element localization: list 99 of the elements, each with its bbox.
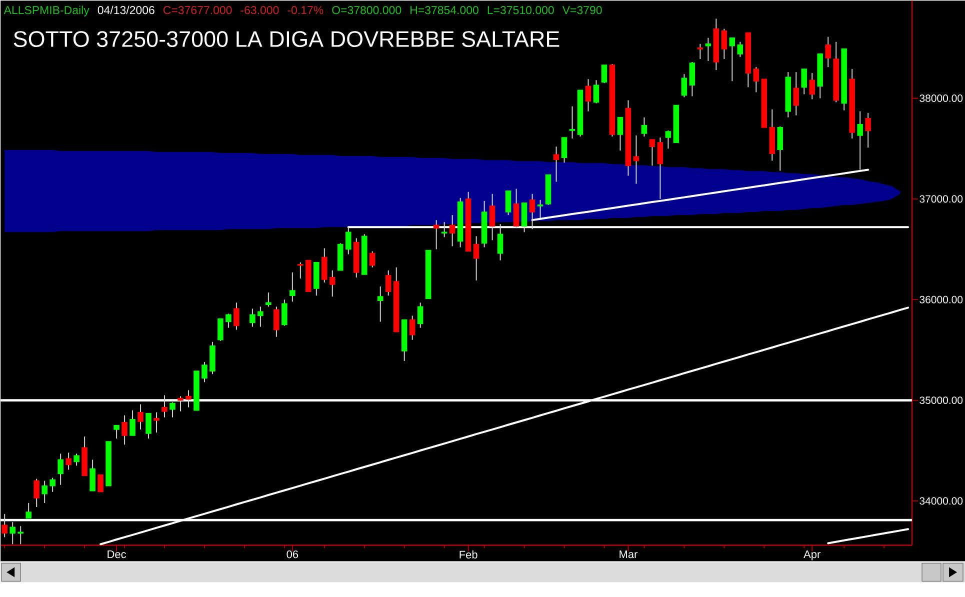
candlestick [689,61,696,97]
candlestick [593,80,600,104]
candlestick [385,270,392,296]
candlestick [865,112,871,148]
candlestick [2,513,8,538]
candlestick [857,110,863,170]
candlestick [282,298,288,326]
candlestick [50,477,56,492]
candlestick [561,136,568,164]
candlestick [569,106,576,139]
candlestick [721,28,728,60]
candlestick [433,219,440,250]
candlestick [417,302,424,328]
candlestick [777,126,784,172]
candlestick [809,72,815,100]
candlestick [641,116,648,137]
candlestick [122,414,128,445]
candlestick [138,404,144,430]
candlestick [665,130,672,149]
annotation: V=3790 [562,6,602,14]
candlestick [250,308,256,328]
candlestick [114,424,120,439]
y-tick-label: 35000.00 [920,396,963,404]
candlestick [42,480,48,504]
candlestick [146,412,152,439]
candlestick [825,36,831,68]
candlestick [10,521,16,545]
candlestick [26,502,32,518]
y-tick-label: 38000.00 [920,94,963,102]
annotation: C=37677.000 [163,6,232,14]
annotation: O=37800.000 [332,6,402,14]
annotation: -63.000 [240,6,279,14]
candlestick [330,270,336,297]
candlestick [322,248,328,283]
candlestick [178,396,184,412]
candlestick [377,286,384,322]
candlestick [585,78,592,112]
candlestick [18,526,24,545]
candlestick [218,318,224,342]
candlestick [521,202,528,233]
candlestick [633,134,640,184]
candlestick [226,313,232,328]
candlestick [154,412,160,433]
candlestick [753,66,760,93]
candlestick [34,478,40,508]
y-tick-label: 34000.00 [920,497,963,505]
candlestick [793,71,799,116]
candlestick [449,214,456,247]
candlestick [553,146,560,182]
y-tick-label: 37000.00 [920,195,963,203]
x-tick-label: Mar [620,550,638,558]
candlestick [66,452,72,470]
candlestick [74,453,80,466]
candlestick [473,236,480,281]
x-tick-label: Feb [460,550,478,558]
candlestick [266,292,272,308]
candlestick [98,474,104,492]
x-tick-label: Apr [804,550,820,560]
candlestick [409,315,416,340]
annotation: 04/13/2006 [98,6,154,14]
candlestick [801,68,807,95]
candlestick [657,136,664,200]
x-tick-label: 06 [286,550,298,558]
candlestick [649,138,656,166]
candlestick [298,262,304,279]
candlestick [186,390,192,408]
candlestick [529,193,536,230]
candlestick [617,116,624,151]
candlestick [497,223,504,261]
candlestick [601,64,608,84]
candlestick [705,37,712,62]
candlestick [234,302,240,330]
candlestick [729,37,736,82]
candlestick [90,459,96,492]
candlestick [513,188,520,229]
candlestick [505,190,512,216]
candlestick [290,272,296,302]
candlestick [170,402,176,418]
candlestick [58,453,64,486]
candlestick [537,199,544,218]
annotation: L=37510.000 [488,6,554,14]
y-tick-label: 36000.00 [920,296,963,304]
candlestick [737,41,744,58]
candlestick [202,361,208,383]
candlestick [369,250,376,268]
candlestick [489,193,496,241]
annotation: ALLSPMIB-Daily [4,6,90,16]
candlestick [681,73,688,98]
candlestick [130,410,136,436]
candlestick [346,226,352,255]
text: SOTTO 37250-37000 LA DIGA DOVREBBE SALTARE [14,30,560,47]
candlestick [441,221,448,238]
candlestick [697,43,704,60]
x-tick-label: Dec [108,550,126,558]
candlestick [258,306,264,328]
candlestick [162,394,168,418]
annotation: -0.17% [288,6,324,14]
annotation: H=37854.000 [410,6,478,14]
candlestick [274,306,280,338]
